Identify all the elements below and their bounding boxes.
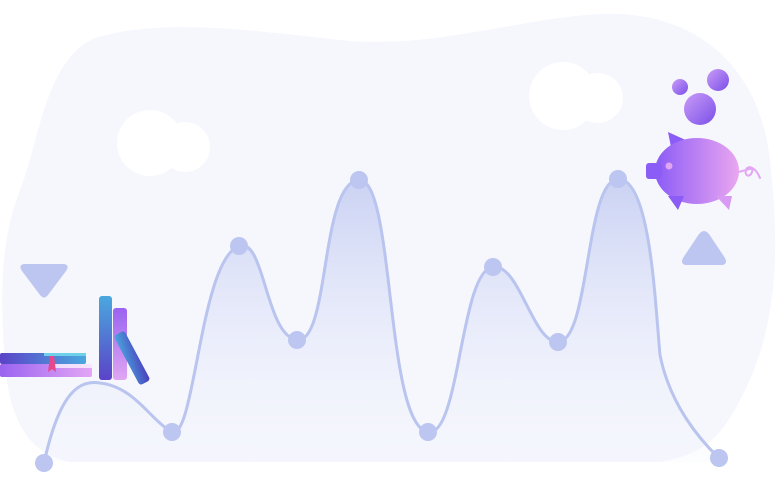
cloud-right [529,62,623,130]
up-triangle-icon [682,231,726,265]
curve-point [419,423,437,441]
curve-point [549,333,567,351]
curve-point [710,449,728,467]
down-triangle-icon [20,264,68,298]
curve-point [484,258,502,276]
curve-point [230,237,248,255]
curve-point [288,331,306,349]
curve-point [163,423,181,441]
curve-point [609,170,627,188]
area-fill [44,178,719,463]
piggy-bank-icon [646,132,761,210]
cloud-left [117,110,210,176]
curve-points [35,170,728,472]
curve-point [350,171,368,189]
coin-bubbles-icon [672,69,729,125]
curve-point [35,454,53,472]
stacked-books-icon [0,296,150,385]
